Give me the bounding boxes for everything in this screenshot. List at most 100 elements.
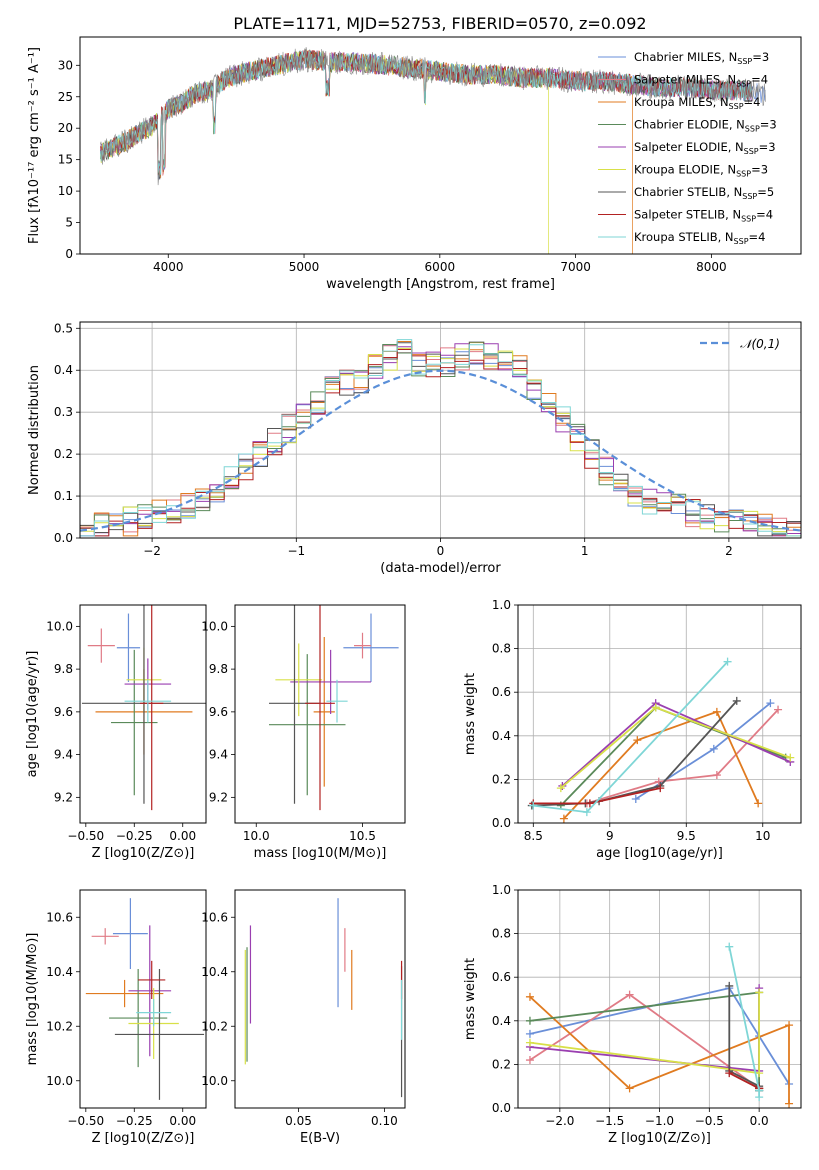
- mass-vs-Z-panel: −0.50 −0.25 0.00 10.0 10.2 10.4 10.6 Z [log10(Z…: [25, 889, 207, 1146]
- y-tick-label: 0.6: [492, 970, 511, 984]
- x-tick-label: 9.5: [677, 829, 696, 843]
- weight-marker: [525, 1029, 534, 1038]
- x-tick-label: 4000: [153, 260, 184, 274]
- y-tick-label: 1.0: [492, 883, 511, 897]
- x-axis-label: wavelength [Angstrom, rest frame]: [326, 277, 555, 292]
- weight-marker: [786, 753, 795, 762]
- x-tick-label: −0.25: [116, 1114, 153, 1128]
- y-axis-label: Normed distribution: [27, 365, 42, 495]
- x-tick-label: 0.0: [750, 1114, 769, 1128]
- weight-marker: [651, 703, 660, 712]
- weight-line: [563, 710, 760, 820]
- weight-marker: [785, 1099, 794, 1108]
- weight-vs-Z-panel: −2.0 −1.5 −1.0 −0.5 0.0 0.0 0.2 0.4 0.6 0.8 1.0 Z […: [463, 883, 802, 1146]
- legend-label: Chabrier MILES, NSSP=3: [634, 50, 769, 66]
- x-tick-label: 0.00: [169, 1114, 196, 1128]
- axes-frame: [234, 604, 406, 824]
- weight-marker: [585, 799, 594, 808]
- x-tick-label: −0.50: [67, 829, 104, 843]
- plot-area: [100, 47, 766, 254]
- x-tick-label: 9: [606, 829, 614, 843]
- axes-frame: [79, 889, 207, 1109]
- histogram-salpeter-stelib: [80, 349, 801, 537]
- weight-marker: [556, 784, 565, 793]
- weight-marker: [709, 744, 718, 753]
- y-tick-label: 10: [58, 184, 73, 198]
- y-tick-label: 0.0: [54, 531, 73, 545]
- y-tick-label: 0.8: [492, 927, 511, 941]
- x-tick-label: 7000: [560, 260, 591, 274]
- weight-marker: [654, 777, 663, 786]
- weight-marker: [631, 795, 640, 804]
- weight-marker: [656, 784, 665, 793]
- y-tick-label: 9.2: [209, 790, 228, 804]
- y-axis-label: mass weight: [463, 958, 478, 1040]
- legend-label: Chabrier STELIB, NSSP=5: [634, 185, 774, 201]
- x-tick-label: −0.5: [695, 1114, 724, 1128]
- weight-marker: [725, 981, 734, 990]
- weight-marker: [633, 736, 642, 745]
- weight-marker: [525, 1056, 534, 1065]
- plot-area: [81, 605, 206, 811]
- legend-label: Salpeter STELIB, NSSP=4: [634, 208, 773, 224]
- y-tick-label: 5: [65, 216, 73, 230]
- weight-marker: [525, 992, 534, 1001]
- y-tick-label: 1.0: [492, 598, 511, 612]
- x-tick-label: 0.00: [169, 829, 196, 843]
- y-tick-label: 30: [58, 58, 73, 72]
- y-tick-label: 0.6: [492, 685, 511, 699]
- legend-label: Salpeter MILES, NSSP=4: [634, 73, 768, 89]
- x-tick-label: −2.0: [545, 1114, 574, 1128]
- x-tick-label: −0.50: [67, 1114, 104, 1128]
- x-tick-label: 2: [725, 544, 733, 558]
- weight-marker: [525, 1038, 534, 1047]
- legend-label: Kroupa MILES, NSSP=4: [634, 95, 760, 111]
- plot-area: [244, 898, 403, 1098]
- y-tick-label: 0: [65, 247, 73, 261]
- weight-marker: [625, 990, 634, 999]
- y-tick-label: 20: [58, 121, 73, 135]
- y-axis-label: age [log10(age/yr)]: [25, 651, 40, 778]
- weight-line: [529, 991, 760, 1091]
- weight-marker: [766, 699, 775, 708]
- mass-vs-EBV-panel: 0.05 0.10 10.0 10.2 10.4 10.6 E(B-V): [201, 889, 406, 1146]
- spectrum-line-kroupa-stelib: [100, 50, 753, 175]
- weight-marker: [754, 799, 763, 808]
- x-tick-label: 8.5: [524, 829, 543, 843]
- legend-label: Kroupa STELIB, NSSP=4: [634, 230, 765, 246]
- observed-spectrum: [100, 47, 766, 186]
- y-tick-label: 9.6: [209, 705, 228, 719]
- y-tick-label: 0.4: [492, 729, 511, 743]
- y-tick-label: 10.0: [201, 1074, 228, 1088]
- x-axis-label: Z [log10(Z/Z⊙)]: [92, 846, 195, 861]
- weight-marker: [732, 696, 741, 705]
- x-tick-label: 0: [437, 544, 445, 558]
- y-tick-label: 10.0: [46, 1074, 73, 1088]
- axes-frame: [79, 36, 802, 255]
- weight-line: [529, 996, 790, 1104]
- x-tick-label: −2: [143, 544, 161, 558]
- x-tick-label: 1: [581, 544, 589, 558]
- y-tick-label: 10.2: [201, 1019, 228, 1033]
- y-tick-label: 10.0: [46, 619, 73, 633]
- age-vs-Z-panel: −0.50 −0.25 0.00 9.2 9.4 9.6 9.8 10.0 Z [log10(Z…: [25, 604, 207, 861]
- x-tick-label: 6000: [425, 260, 456, 274]
- weight-marker: [755, 1093, 764, 1102]
- y-axis-label: mass weight: [463, 673, 478, 755]
- x-tick-label: −1.0: [645, 1114, 674, 1128]
- y-tick-label: 0.4: [492, 1014, 511, 1028]
- x-tick-label: 8000: [696, 260, 727, 274]
- weight-marker: [559, 814, 568, 823]
- weight-marker: [582, 808, 591, 817]
- legend-label: Salpeter ELODIE, NSSP=3: [634, 140, 776, 156]
- residuals-panel: −2 −1 0 1 2 0.0 0.1 0.2 0.3 0.4 0.5 (data-model)/er…: [27, 321, 802, 576]
- weight-marker: [529, 801, 538, 810]
- y-tick-label: 10.0: [201, 619, 228, 633]
- x-axis-label: (data-model)/error: [380, 561, 501, 576]
- legend-label: Chabrier ELODIE, NSSP=3: [634, 118, 777, 134]
- y-tick-label: 0.8: [492, 642, 511, 656]
- weight-line: [529, 987, 790, 1085]
- x-tick-label: 0.05: [285, 1114, 312, 1128]
- x-tick-label: −0.25: [116, 829, 153, 843]
